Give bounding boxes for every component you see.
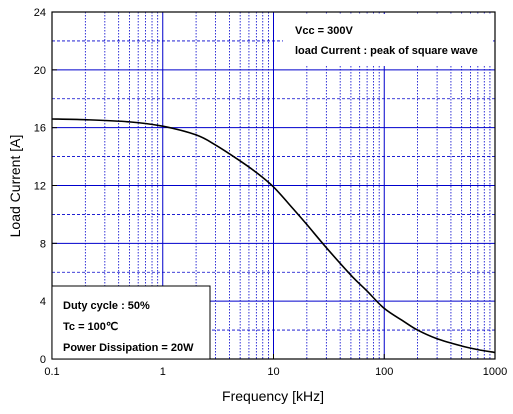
- y-axis-label: Load Current [A]: [7, 135, 23, 238]
- annotation-bottom-left: Duty cycle : 50% Tc = 100℃ Power Dissipa…: [51, 285, 211, 360]
- annotation-power-dissipation: Power Dissipation = 20W: [63, 342, 194, 354]
- y-tick-label: 12: [34, 181, 46, 193]
- annotation-load-current: load Current : peak of square wave: [295, 45, 478, 57]
- annotation-vcc: Vcc = 300V: [295, 25, 353, 37]
- y-tick-label: 4: [40, 296, 46, 308]
- y-tick-label: 0: [40, 354, 46, 366]
- x-axis-label: Frequency [kHz]: [222, 388, 324, 404]
- x-tick-label: 100: [375, 366, 393, 378]
- y-tick-labels: 0 4 8 12 16 20 24: [34, 7, 46, 366]
- annotation-top-right: Vcc = 300V load Current : peak of square…: [283, 14, 493, 66]
- x-tick-label: 0.1: [44, 366, 59, 378]
- x-tick-label: 1000: [483, 366, 507, 378]
- y-tick-label: 20: [34, 65, 46, 77]
- y-tick-label: 8: [40, 238, 46, 250]
- x-tick-labels: 0.1 1 10 100 1000: [44, 366, 507, 378]
- annotation-tc: Tc = 100℃: [63, 321, 118, 333]
- series-line: [51, 118, 496, 354]
- annotation-duty-cycle: Duty cycle : 50%: [63, 300, 150, 312]
- y-tick-label: 24: [34, 7, 46, 19]
- y-tick-label: 16: [34, 123, 46, 135]
- x-tick-label: 1: [160, 366, 166, 378]
- x-tick-label: 10: [267, 366, 279, 378]
